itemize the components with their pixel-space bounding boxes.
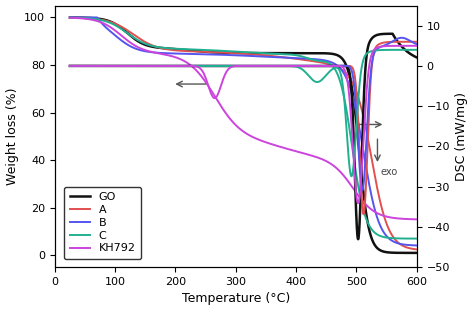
Text: exo: exo [381, 167, 398, 177]
X-axis label: Temperature (°C): Temperature (°C) [182, 292, 290, 305]
Legend: GO, A, B, C, KH792: GO, A, B, C, KH792 [64, 187, 141, 259]
Y-axis label: DSC (mW/mg): DSC (mW/mg) [456, 92, 468, 181]
Y-axis label: Weight loss (%): Weight loss (%) [6, 88, 18, 185]
